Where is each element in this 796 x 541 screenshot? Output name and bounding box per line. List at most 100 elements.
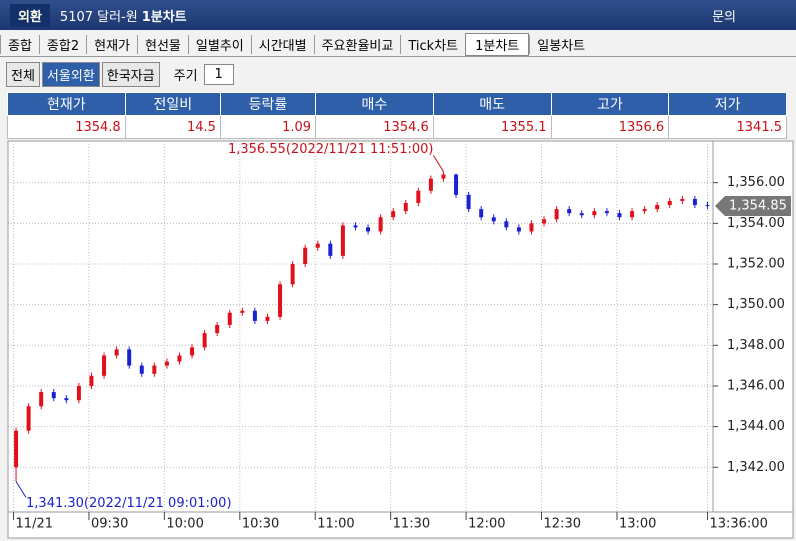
cell: 1355.1 xyxy=(432,115,552,139)
candle-body xyxy=(89,375,94,386)
tab[interactable]: 현재가 xyxy=(86,34,137,54)
candle-body xyxy=(504,221,509,228)
candle-body xyxy=(14,430,19,468)
candle-body xyxy=(617,213,622,218)
x-tick-label: 12:30 xyxy=(544,517,581,532)
tab[interactable]: 종합2 xyxy=(38,34,86,54)
candle-body xyxy=(667,200,672,206)
candle-body xyxy=(692,198,697,206)
column-header: 저가 xyxy=(668,92,787,116)
candle-body xyxy=(76,385,81,401)
candle-body xyxy=(102,355,107,376)
candle-body xyxy=(64,398,69,401)
candle-body xyxy=(353,225,358,228)
y-tick-label: 1,350.00 xyxy=(727,297,785,312)
candle-body xyxy=(466,194,471,210)
candle-body xyxy=(202,333,207,348)
candle-body xyxy=(403,203,408,212)
candle-body xyxy=(26,406,31,431)
candle-body xyxy=(252,310,257,321)
y-tick-label: 1,344.00 xyxy=(727,419,785,434)
candle-body xyxy=(567,209,572,214)
screen-name: 1분차트 xyxy=(141,9,187,25)
column-header: 매도 xyxy=(432,92,552,116)
app-label: 외환 xyxy=(10,3,50,27)
candle-body xyxy=(227,312,232,325)
candle-body xyxy=(114,349,119,356)
candle-body xyxy=(315,243,320,248)
menu[interactable]: 문의 xyxy=(712,9,736,25)
candle-body xyxy=(642,209,647,212)
candle-body xyxy=(579,213,584,216)
column-header: 현재가 xyxy=(7,92,126,116)
candle-body xyxy=(454,174,459,195)
x-tick-label: 12:00 xyxy=(468,517,505,532)
x-tick-label: 11:30 xyxy=(393,517,430,532)
x-tick-label: 09:30 xyxy=(91,517,128,532)
candle-body xyxy=(278,284,283,317)
y-tick-label: 1,348.00 xyxy=(727,338,785,353)
x-tick-label: 13:36:00 xyxy=(709,517,767,532)
last-price-marker xyxy=(715,196,791,217)
tab[interactable]: 시간대별 xyxy=(250,34,314,54)
x-tick-label: 11:00 xyxy=(317,517,354,532)
tab[interactable]: 일별추이 xyxy=(187,34,251,54)
column-header: 등락률 xyxy=(219,92,317,116)
candle-body xyxy=(592,211,597,216)
annotation-arrow xyxy=(433,155,444,172)
candle-body xyxy=(366,227,371,232)
filter-button[interactable]: 서울외환 xyxy=(41,62,100,87)
column-header: 매수 xyxy=(315,92,434,116)
y-tick-label: 1,342.00 xyxy=(727,460,785,475)
candle-body xyxy=(152,365,157,374)
candle-body xyxy=(529,223,534,232)
cell: 1356.6 xyxy=(550,115,670,139)
filter-button[interactable]: 전체 xyxy=(6,62,40,87)
filter-bar: 전체 서울외환 한국자금 주기 1 xyxy=(6,62,234,87)
filter-button[interactable]: 한국자금 xyxy=(101,62,160,87)
tab[interactable]: 주요환율비교 xyxy=(313,34,401,54)
candle-body xyxy=(303,247,308,264)
candle-body xyxy=(479,209,484,218)
y-tick-label: 1,356.00 xyxy=(727,175,785,190)
candle-body xyxy=(554,209,559,220)
x-axis-area xyxy=(7,511,794,539)
title-bar: 외환 5107 달러-원 1분차트 문의 xyxy=(0,0,796,30)
y-tick-label: 1,354.00 xyxy=(727,216,785,231)
candle-body xyxy=(177,355,182,362)
tab[interactable]: 현선물 xyxy=(137,34,188,54)
candle-body xyxy=(340,225,345,256)
candle-body xyxy=(39,392,44,407)
candle-body xyxy=(290,263,295,285)
tab[interactable]: Tick차트 xyxy=(400,34,465,54)
cell: 14.5 xyxy=(124,115,221,139)
annotation-arrow xyxy=(15,481,27,498)
candle-body xyxy=(240,310,245,313)
tab[interactable]: 1분차트 xyxy=(465,32,530,56)
tab[interactable]: 종합 xyxy=(0,34,39,54)
candle-body xyxy=(190,347,195,356)
cell: 1341.5 xyxy=(668,115,787,139)
candle-body xyxy=(428,178,433,191)
tab-bar: 종합 종합2 현재가 현선물 일별추이 시간대별 주요환율비교 Tick차트 1분차트 일봉차트 xyxy=(0,32,796,57)
candle-body xyxy=(705,205,710,207)
candle-body xyxy=(542,219,547,224)
x-tick-label: 13:00 xyxy=(619,517,656,532)
candle-body xyxy=(139,365,144,374)
candle-body xyxy=(127,349,132,366)
candle-body xyxy=(630,211,635,218)
column-header: 전일비 xyxy=(124,92,221,116)
candle-body xyxy=(604,211,609,214)
last-price-label: 1,354.85 xyxy=(729,199,787,214)
tab[interactable]: 일봉차트 xyxy=(529,34,592,54)
candle-body xyxy=(378,217,383,232)
x-tick-label: 10:30 xyxy=(242,517,279,532)
candle-body xyxy=(516,227,521,232)
candle-body xyxy=(328,243,333,256)
period-label: 주기 xyxy=(173,69,198,84)
period-input[interactable]: 1 xyxy=(203,64,234,85)
candle-body xyxy=(215,324,220,334)
candle-body xyxy=(51,392,56,399)
